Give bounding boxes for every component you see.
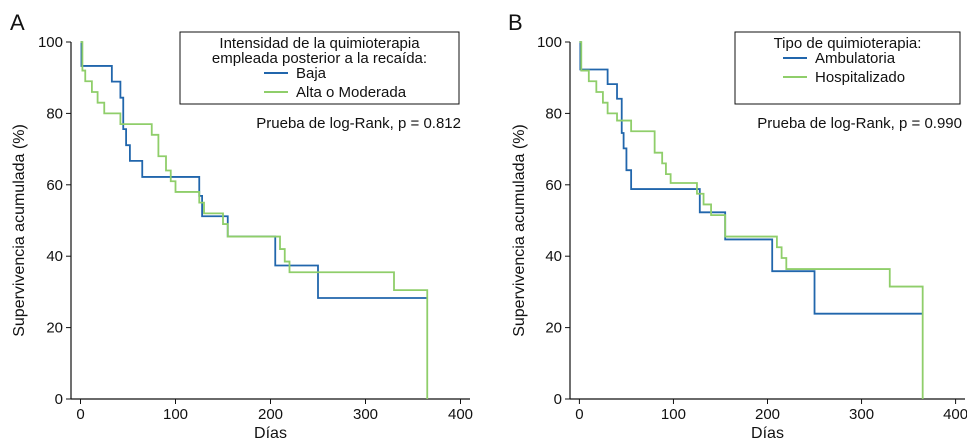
y-tick-label: 40 [545,248,562,265]
y-tick-label: 100 [38,34,63,51]
y-tick-label: 20 [46,320,63,337]
x-tick-label: 300 [849,406,874,423]
logrank-annotation: Prueba de log-Rank, p = 0.812 [256,115,461,132]
y-axis-title: Supervivencia acumulada (%) [11,124,28,337]
series-line-green [80,41,429,399]
legend-title: Tipo de quimioterapia: [774,35,922,52]
y-tick-label: 0 [55,391,63,408]
y-tick-label: 100 [537,34,562,51]
y-tick-label: 40 [46,248,63,265]
legend-box [179,31,460,105]
y-tick-label: 80 [46,105,63,122]
legend-label: Alta o Moderada [296,84,407,101]
y-tick-label: 0 [554,391,562,408]
series-line-green [579,41,924,399]
x-tick-label: 300 [353,406,378,423]
y-tick-label: 80 [545,105,562,122]
x-tick-label: 200 [258,406,283,423]
x-axis-title: Días [751,425,784,442]
panel-letter: B [508,10,523,35]
x-tick-label: 100 [163,406,188,423]
x-tick-label: 200 [755,406,780,423]
logrank-annotation: Prueba de log-Rank, p = 0.990 [757,115,962,132]
x-tick-label: 0 [76,406,84,423]
chart-panel-B: B 0 20 40 60 80 100 0 100 200 300 400 Días Superviven… [508,10,967,442]
legend-box [734,31,961,105]
legend-label: Baja [296,65,327,82]
panel-letter: A [10,10,25,35]
x-tick-label: 0 [575,406,583,423]
legend-title: empleada posterior a la recaída: [212,50,427,67]
x-tick-label: 400 [448,406,473,423]
series-line-blue [579,41,923,315]
x-tick-label: 400 [943,406,967,423]
chart-panel-A: A 0 20 40 60 80 100 0 100 200 300 400 Días Superviven… [10,10,473,442]
legend-label: Hospitalizado [815,69,905,86]
x-axis-title: Días [254,425,287,442]
x-tick-label: 100 [661,406,686,423]
legend-title: Intensidad de la quimioterapia [219,35,420,52]
y-axis-title: Supervivencia acumulada (%) [511,124,528,337]
y-tick-label: 20 [545,320,562,337]
y-tick-label: 60 [46,177,63,194]
legend-label: Ambulatoria [815,50,896,67]
y-tick-label: 60 [545,177,562,194]
